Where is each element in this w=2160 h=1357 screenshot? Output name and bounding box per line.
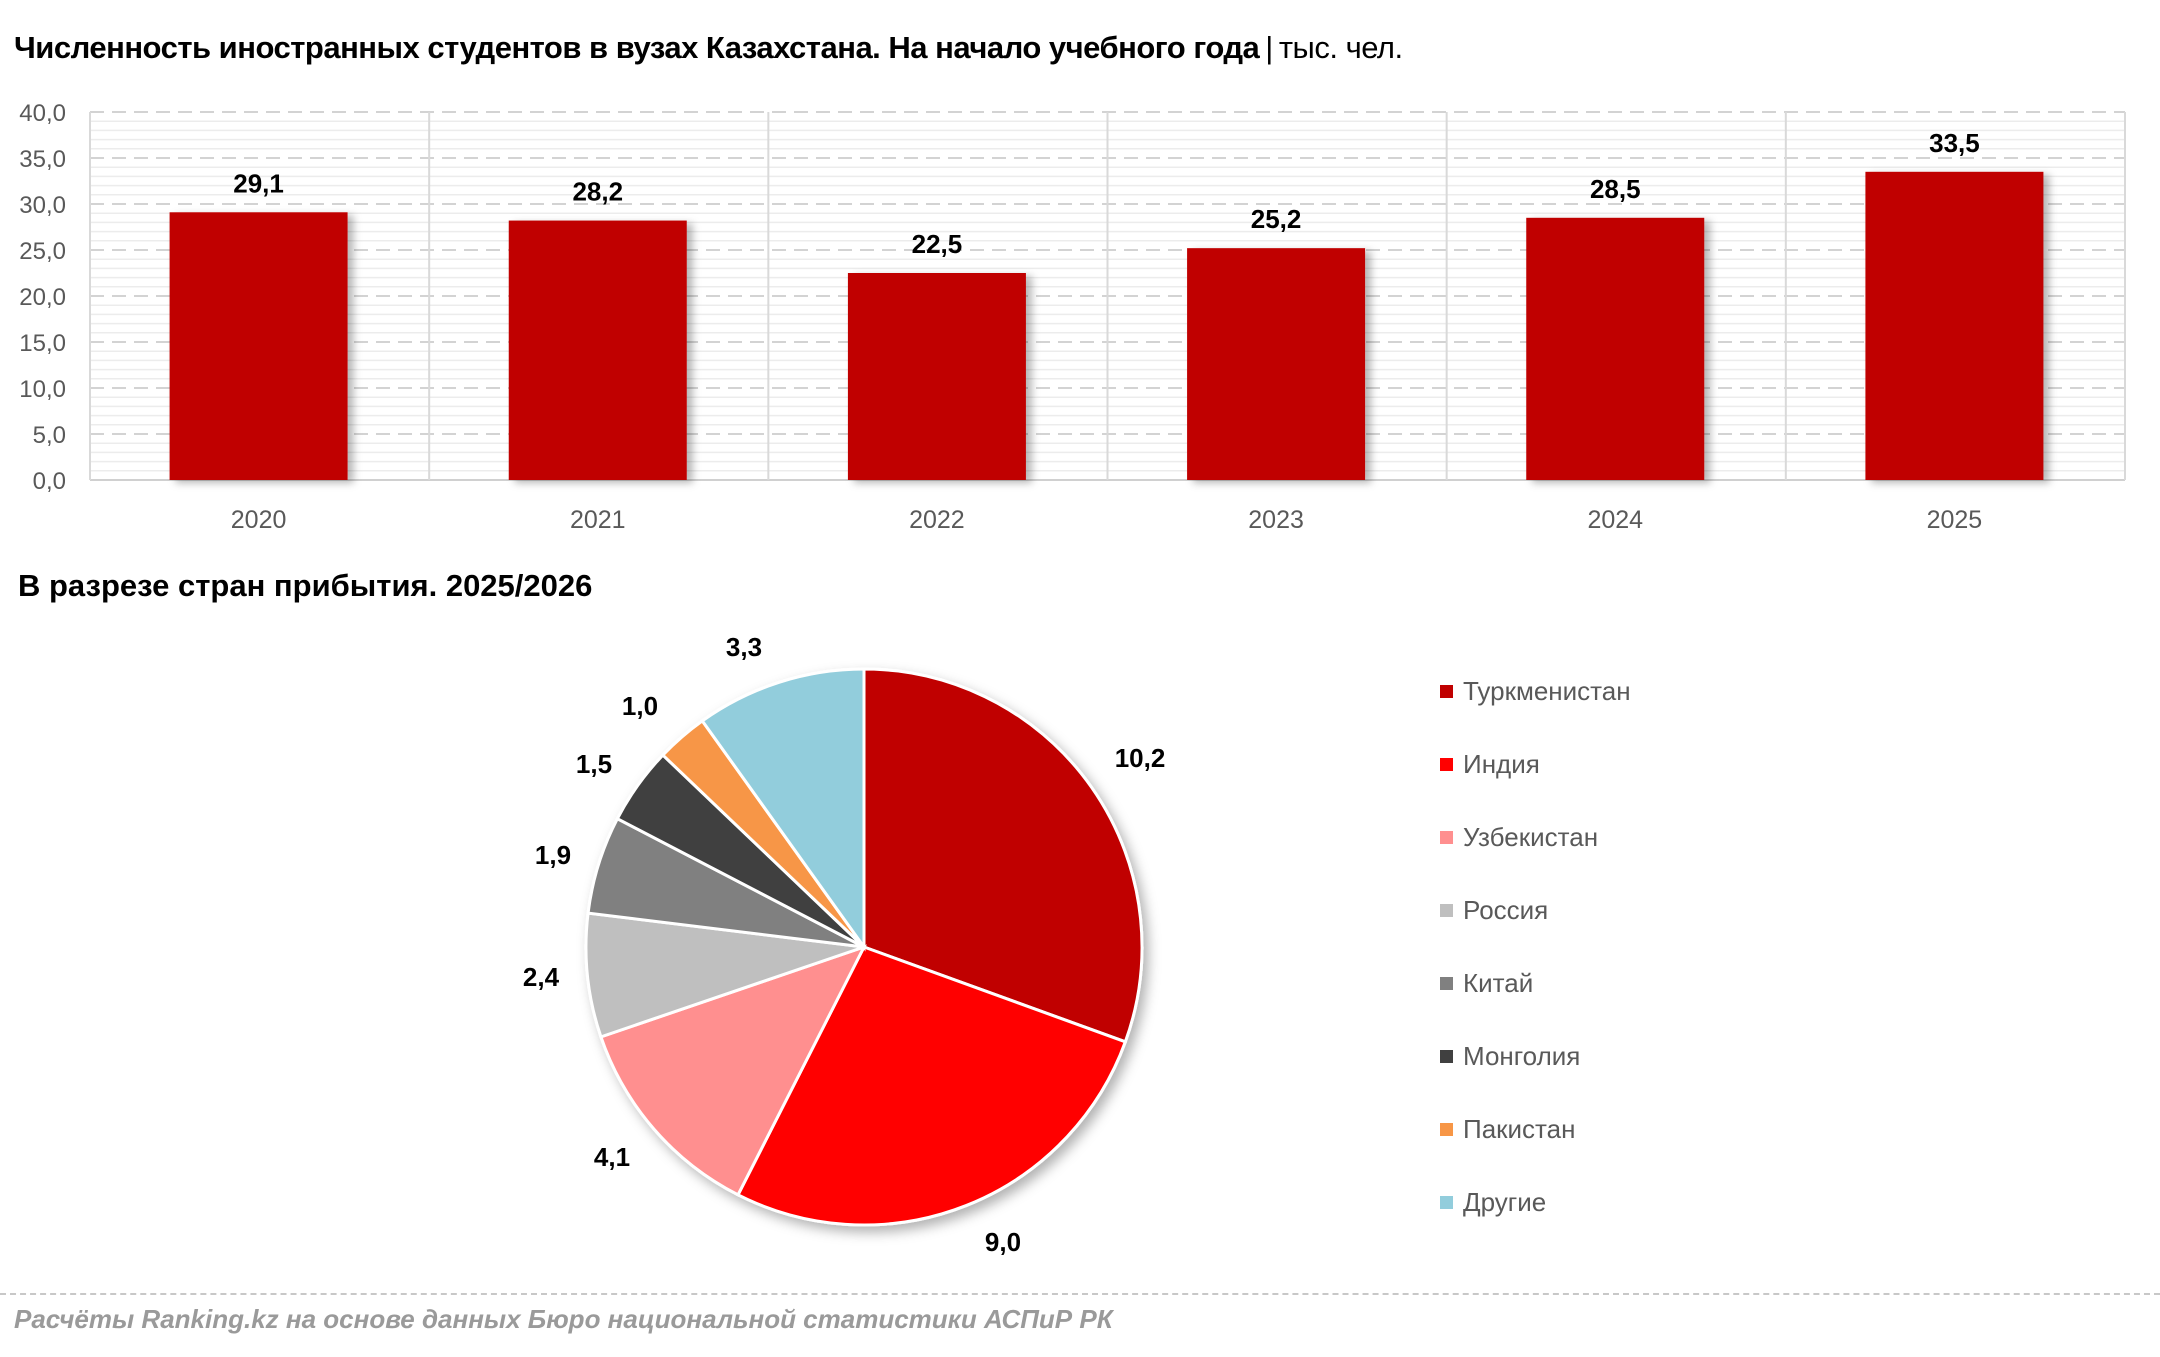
pie-value-label: 1,9 [535, 840, 571, 870]
y-tick-label: 30,0 [19, 192, 66, 219]
bar-2025 [1865, 171, 2044, 481]
bar-2021 [508, 220, 687, 480]
pie-slices [584, 667, 1144, 1227]
footer-divider [0, 1293, 2160, 1295]
bar-value-label: 33,5 [1929, 128, 1980, 158]
pie-value-label: 3,3 [726, 632, 762, 662]
legend-label: Узбекистан [1463, 822, 1599, 852]
bar-value-label: 25,2 [1251, 204, 1302, 234]
x-tick-label: 2024 [1587, 506, 1643, 534]
y-tick-label: 5,0 [33, 422, 66, 449]
source-note: Расчёты Ranking.kz на основе данных Бюро… [14, 1304, 1113, 1334]
y-tick-label: 40,0 [19, 100, 66, 127]
x-tick-label: 2021 [570, 506, 626, 534]
pie-value-label: 9,0 [985, 1227, 1021, 1257]
x-tick-label: 2025 [1927, 506, 1983, 534]
y-tick-label: 0,0 [33, 468, 66, 495]
legend-item: Пакистан [1440, 1114, 1575, 1145]
x-tick-label: 2023 [1248, 506, 1304, 534]
pie-slice-Туркменистан [862, 667, 1144, 1044]
bar-2023 [1187, 248, 1366, 480]
pie-slice-Другие [700, 667, 866, 952]
legend-label: Россия [1463, 895, 1549, 925]
legend-swatch-icon [1440, 1196, 1453, 1209]
legend-item: Другие [1440, 1187, 1546, 1218]
legend-label: Другие [1463, 1187, 1547, 1217]
bar-2020 [169, 212, 348, 480]
title-text: Численность иностранных студентов в вуза… [14, 30, 1260, 65]
legend-label: Пакистан [1463, 1114, 1576, 1144]
legend-label: Индия [1463, 749, 1540, 779]
y-tick-label: 35,0 [19, 146, 66, 173]
legend-item: Узбекистан [1440, 822, 1598, 853]
bar-value-label: 28,5 [1590, 174, 1641, 204]
pie-slice-Узбекистан [599, 944, 868, 1197]
pie-value-label: 1,0 [622, 691, 658, 721]
bar-value-label: 28,2 [572, 177, 623, 207]
legend-item: Россия [1440, 895, 1548, 926]
chart-title: Численность иностранных студентов в вуза… [14, 30, 1403, 66]
legend-label: Китай [1463, 968, 1534, 998]
legend-swatch-icon [1440, 977, 1453, 990]
legend-swatch-icon [1440, 1123, 1453, 1136]
bar-2022 [847, 273, 1026, 480]
legend-swatch-icon [1440, 831, 1453, 844]
legend-label: Монголия [1463, 1041, 1581, 1071]
legend-item: Индия [1440, 749, 1540, 780]
pie-chart: 10,2 9,0 4,1 2,4 1,9 1,5 1,0 3,3 [523, 632, 1166, 1257]
legend-swatch-icon [1440, 904, 1453, 917]
pie-slice-Россия [584, 911, 865, 1039]
pie-value-label: 2,4 [523, 962, 560, 992]
legend-swatch-icon [1440, 758, 1453, 771]
legend-item: Монголия [1440, 1041, 1580, 1072]
legend-label: Туркменистан [1463, 676, 1631, 706]
bar-chart: 0,0 5,0 10,0 15,0 20,0 25,0 30,0 35,0 40,0 29,1 20… [19, 100, 2126, 534]
x-tick-label: 2020 [231, 506, 287, 534]
pie-value-label: 10,2 [1115, 743, 1166, 773]
legend-swatch-icon [1440, 1050, 1453, 1063]
pie-value-label: 1,5 [576, 749, 612, 779]
pie-slice-Индия [736, 945, 1128, 1227]
y-tick-label: 15,0 [19, 330, 66, 357]
legend-swatch-icon [1440, 685, 1453, 698]
pie-value-label: 4,1 [594, 1142, 630, 1172]
legend-item: Китай [1440, 968, 1533, 999]
title-separator: | [1265, 30, 1273, 65]
title-unit: тыс. чел. [1278, 30, 1403, 65]
y-tick-label: 20,0 [19, 284, 66, 311]
y-tick-label: 10,0 [19, 376, 66, 403]
y-tick-label: 25,0 [19, 238, 66, 265]
bar-value-label: 22,5 [912, 229, 963, 259]
bar-value-label: 29,1 [233, 168, 284, 198]
bar-2024 [1526, 217, 1705, 481]
legend-item: Туркменистан [1440, 676, 1631, 707]
pie-section-title: В разрезе стран прибытия. 2025/2026 [18, 568, 593, 603]
x-tick-label: 2022 [909, 506, 965, 534]
